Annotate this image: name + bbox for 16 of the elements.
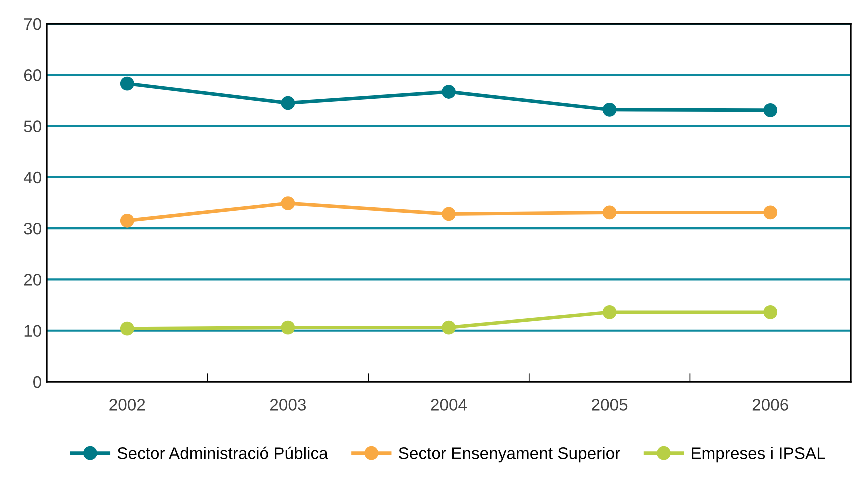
x-tick-label: 2006 [752,399,788,411]
y-tick-label: 60 [24,70,42,82]
legend-label: Sector Ensenyament Superior [399,447,620,463]
x-tick-label: 2002 [110,399,146,411]
y-tick-label: 70 [24,18,42,30]
x-tick-label: 2004 [431,399,468,411]
y-tick-label: 0 [34,376,42,388]
x-tick-label: 2003 [270,399,306,411]
y-tick-label: 40 [24,172,42,184]
legend-label: Empreses i IPSAL [692,447,826,463]
y-tick-label: 20 [24,274,42,286]
legend-label: Sector Administració Pública [118,446,328,460]
y-tick-label: 30 [24,222,42,235]
x-tick-label: 2005 [592,399,628,411]
y-tick-label: 10 [24,325,42,338]
y-tick-label: 50 [24,120,42,132]
